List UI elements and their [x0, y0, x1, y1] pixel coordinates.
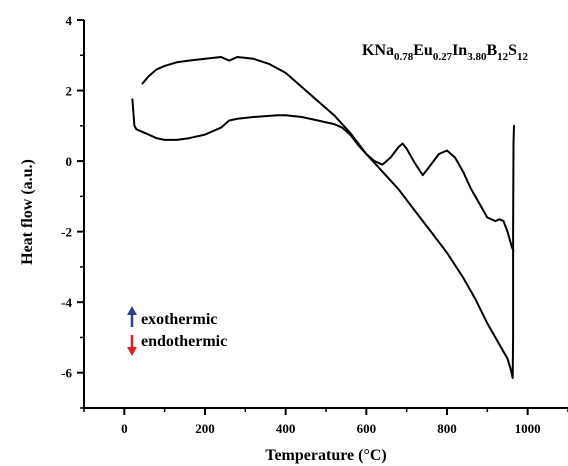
endothermic-label: endothermic — [141, 333, 227, 350]
y-tick-label: 0 — [66, 154, 73, 169]
formula-subscript: 0.78 — [394, 51, 414, 63]
x-ticks: 0 200 400 600 800 1000 — [83, 408, 568, 436]
formula-subscript: 3.80 — [467, 51, 487, 63]
compound-formula: KNa0.78Eu0.27In3.80B12S12 — [362, 42, 529, 63]
formula-element: KNa — [362, 42, 394, 59]
y-tick-label: -2 — [61, 225, 72, 240]
formula-element: B — [486, 42, 497, 59]
x-tick-label: 600 — [357, 421, 377, 436]
formula-element: Eu — [413, 42, 433, 59]
formula-subscript: 0.27 — [433, 51, 453, 63]
x-axis-title: Temperature (°C) — [265, 447, 386, 464]
formula-element: In — [452, 42, 467, 59]
x-tick-label: 1000 — [515, 421, 541, 436]
y-tick-label: -4 — [61, 295, 72, 310]
x-tick-label: 0 — [121, 421, 128, 436]
y-tick-label: -6 — [61, 366, 72, 381]
series-line-2 — [141, 56, 515, 379]
y-axis-title: Heat flow (a.u.) — [19, 159, 36, 265]
x-tick-label: 800 — [437, 421, 457, 436]
formula-element: S — [508, 42, 517, 59]
endothermic-arrow-icon — [127, 335, 137, 356]
plot-area — [131, 56, 515, 379]
y-tick-label: 4 — [66, 13, 73, 28]
x-tick-label: 400 — [276, 421, 296, 436]
direction-legend: exothermic endothermic — [127, 306, 227, 356]
exothermic-label: exothermic — [141, 311, 217, 328]
y-ticks: -6 -4 -2 0 2 4 — [61, 13, 84, 409]
formula-subscript: 12 — [517, 51, 529, 63]
series-line-1 — [131, 98, 515, 252]
formula-subscript: 12 — [497, 51, 509, 63]
y-tick-label: 2 — [66, 84, 73, 99]
x-tick-label: 200 — [195, 421, 215, 436]
exothermic-arrow-icon — [127, 306, 137, 327]
